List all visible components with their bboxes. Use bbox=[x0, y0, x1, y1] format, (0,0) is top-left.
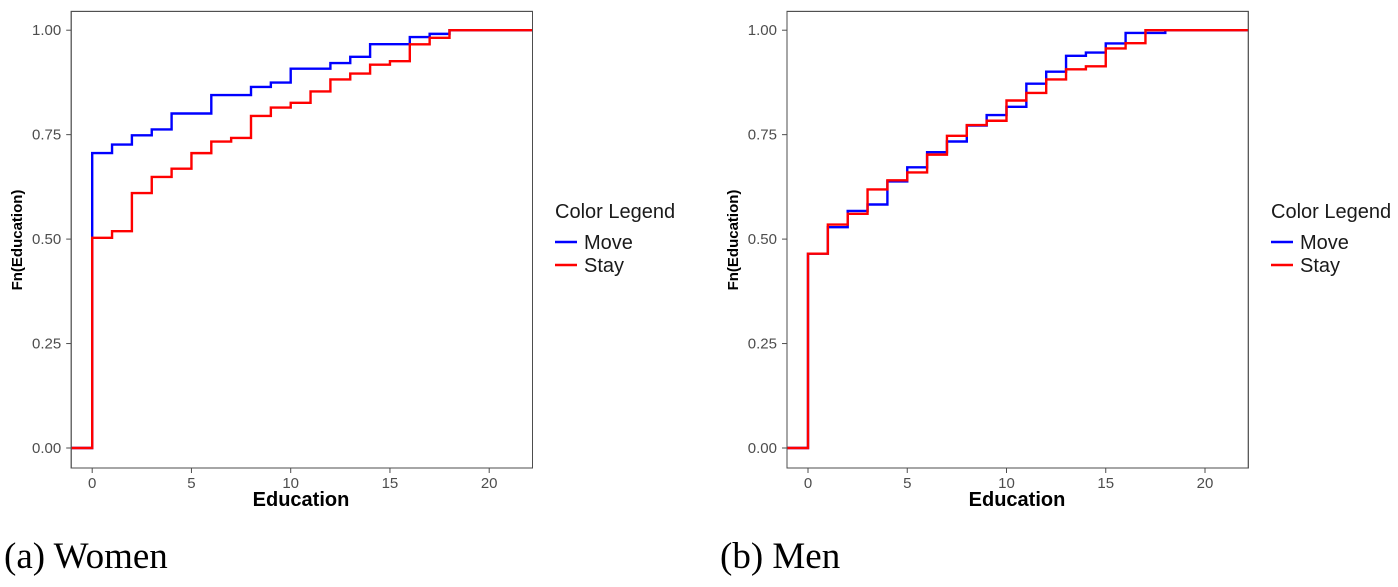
svg-text:0: 0 bbox=[804, 475, 812, 492]
svg-text:0.25: 0.25 bbox=[748, 336, 777, 353]
svg-text:0: 0 bbox=[88, 475, 96, 492]
svg-text:20: 20 bbox=[481, 475, 498, 492]
svg-text:5: 5 bbox=[187, 475, 195, 492]
svg-text:20: 20 bbox=[1197, 475, 1214, 492]
svg-text:0.50: 0.50 bbox=[748, 231, 777, 248]
svg-text:1.00: 1.00 bbox=[32, 22, 61, 39]
svg-text:5: 5 bbox=[903, 475, 911, 492]
svg-text:0.25: 0.25 bbox=[32, 336, 61, 353]
svg-text:0.00: 0.00 bbox=[748, 440, 777, 457]
svg-text:0.00: 0.00 bbox=[32, 440, 61, 457]
svg-text:0.75: 0.75 bbox=[32, 127, 61, 144]
svg-text:0.75: 0.75 bbox=[748, 127, 777, 144]
svg-text:1.00: 1.00 bbox=[748, 22, 777, 39]
svg-text:0.50: 0.50 bbox=[32, 231, 61, 248]
